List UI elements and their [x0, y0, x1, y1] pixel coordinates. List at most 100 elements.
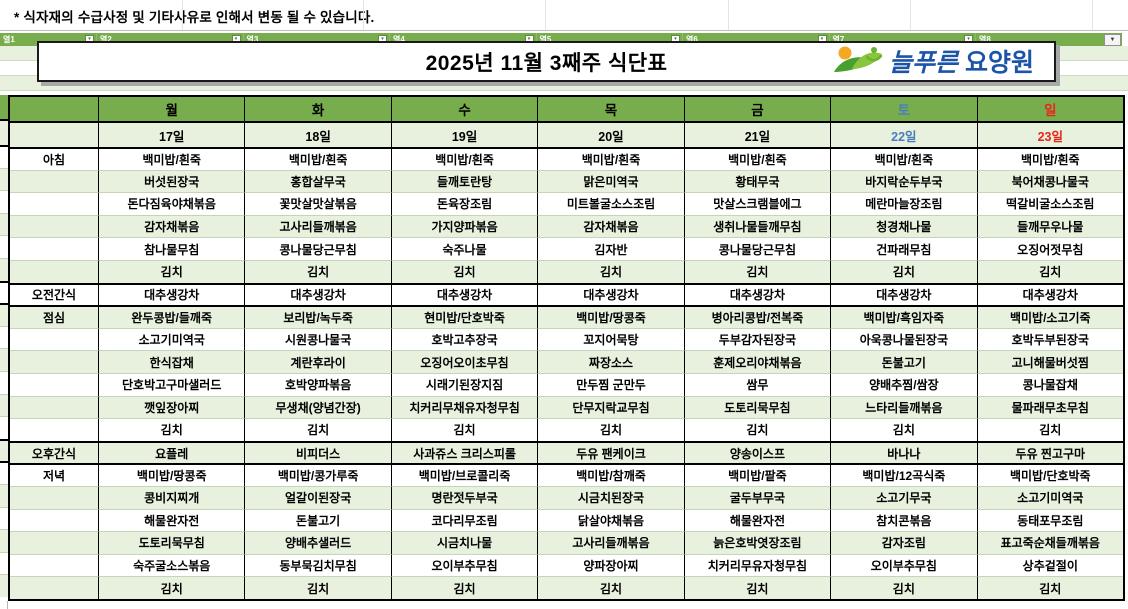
meal-cell[interactable]: 김치	[98, 576, 245, 599]
meal-cell[interactable]: 백미밥/흰죽	[390, 147, 538, 170]
spreadsheet-cell[interactable]	[10, 237, 98, 260]
spreadsheet-cell[interactable]	[10, 576, 98, 599]
meal-cell[interactable]: 꽃맛살맛살볶음	[244, 192, 391, 215]
meal-cell[interactable]: 호박두부된장국	[976, 327, 1123, 351]
meal-cell[interactable]: 김치	[976, 259, 1123, 283]
meal-cell[interactable]: 해물완자전	[98, 508, 245, 532]
spreadsheet-cell[interactable]	[10, 259, 98, 283]
meal-cell[interactable]: 대추생강차	[98, 282, 245, 306]
meal-cell[interactable]: 양송이스프	[683, 440, 831, 464]
spreadsheet-cell[interactable]	[10, 169, 98, 193]
meal-cell[interactable]: 숙주굴소스볶음	[98, 553, 245, 577]
spreadsheet-cell[interactable]	[10, 214, 98, 238]
meal-cell[interactable]: 백미밥/흰죽	[683, 147, 831, 170]
meal-cell[interactable]: 양파장아찌	[537, 553, 684, 577]
meal-cell[interactable]: 고사리들깨볶음	[244, 214, 391, 238]
meal-cell[interactable]: 김치	[683, 259, 831, 283]
meal-cell[interactable]: 시금치나물	[390, 531, 538, 554]
meal-cell[interactable]: 코다리무조림	[390, 508, 538, 532]
meal-cell[interactable]: 떡갈비굴소스조림	[976, 192, 1123, 215]
meal-cell[interactable]: 김치	[98, 418, 245, 441]
meal-cell[interactable]: 요플레	[98, 440, 245, 464]
meal-cell[interactable]: 돈불고기	[830, 350, 977, 373]
spreadsheet-cell[interactable]	[10, 553, 98, 577]
spreadsheet-cell[interactable]	[10, 508, 98, 532]
day-header-cell[interactable]: 수	[390, 97, 538, 121]
spreadsheet-cell[interactable]	[10, 350, 98, 373]
meal-cell[interactable]: 얼갈이된장국	[244, 485, 391, 509]
meal-cell[interactable]: 완두콩밥/들깨죽	[98, 305, 245, 328]
meal-cell[interactable]: 백미밥/땅콩죽	[98, 463, 245, 486]
meal-cell[interactable]: 단호박고구마샐러드	[98, 372, 245, 396]
meal-cell[interactable]: 백미밥/흰죽	[830, 147, 977, 170]
meal-section-label[interactable]: 오전간식	[10, 282, 98, 306]
meal-cell[interactable]: 참치콘볶음	[830, 508, 977, 532]
meal-cell[interactable]: 깻잎장아찌	[98, 395, 245, 419]
meal-cell[interactable]: 현미밥/단호박죽	[390, 305, 538, 328]
date-cell[interactable]: 17일	[98, 121, 245, 147]
spreadsheet-cell[interactable]	[10, 395, 98, 419]
meal-cell[interactable]: 김치	[390, 576, 538, 599]
spreadsheet-cell[interactable]	[10, 97, 98, 121]
meal-cell[interactable]: 동부묵김치무침	[244, 553, 391, 577]
meal-cell[interactable]: 단무지락교무침	[537, 395, 684, 419]
meal-cell[interactable]: 대추생강차	[830, 282, 977, 306]
meal-cell[interactable]: 훈제오리야채볶음	[683, 350, 831, 373]
meal-cell[interactable]: 들깨토란탕	[390, 169, 538, 193]
meal-cell[interactable]: 시원콩나물국	[244, 327, 391, 351]
meal-cell[interactable]: 메란마늘장조림	[830, 192, 977, 215]
meal-cell[interactable]: 꼬지어묵탕	[537, 327, 684, 351]
date-cell[interactable]: 20일	[537, 121, 684, 147]
meal-cell[interactable]: 동태포무조림	[976, 508, 1123, 532]
meal-cell[interactable]: 도토리묵무침	[98, 531, 245, 554]
meal-cell[interactable]: 백미밥/팥죽	[683, 463, 831, 486]
meal-cell[interactable]: 양배추찜/쌈장	[830, 372, 977, 396]
meal-cell[interactable]: 홍합살무국	[244, 169, 391, 193]
meal-cell[interactable]: 백미밥/흑임자죽	[830, 305, 977, 328]
meal-cell[interactable]: 명란젓두부국	[390, 485, 538, 509]
day-header-cell[interactable]: 일	[976, 97, 1123, 121]
meal-cell[interactable]: 오징어오이초무침	[390, 350, 538, 373]
meal-cell[interactable]: 김치	[830, 418, 977, 441]
spreadsheet-cell[interactable]	[10, 485, 98, 509]
day-header-cell[interactable]: 토	[830, 97, 977, 121]
meal-cell[interactable]: 대추생강차	[683, 282, 831, 306]
meal-cell[interactable]: 도토리묵무침	[683, 395, 831, 419]
date-cell[interactable]: 18일	[244, 121, 391, 147]
meal-cell[interactable]: 버섯된장국	[98, 169, 245, 193]
meal-cell[interactable]: 소고기미역국	[976, 485, 1123, 509]
meal-cell[interactable]: 백미밥/흰죽	[98, 147, 245, 170]
meal-cell[interactable]: 호박고추장국	[390, 327, 538, 351]
meal-cell[interactable]: 김치	[976, 576, 1123, 599]
meal-cell[interactable]: 백미밥/소고기죽	[976, 305, 1123, 328]
meal-cell[interactable]: 아욱콩나물된장국	[830, 327, 977, 351]
meal-cell[interactable]: 두부감자된장국	[683, 327, 831, 351]
meal-cell[interactable]: 시금치된장국	[537, 485, 684, 509]
meal-cell[interactable]: 황태무국	[683, 169, 831, 193]
meal-cell[interactable]: 돈불고기	[244, 508, 391, 532]
meal-cell[interactable]: 돈다짐육야채볶음	[98, 192, 245, 215]
meal-cell[interactable]: 무생채(양념간장)	[244, 395, 391, 419]
day-header-cell[interactable]: 금	[683, 97, 831, 121]
meal-cell[interactable]: 물파래무초무침	[976, 395, 1123, 419]
meal-cell[interactable]: 김치	[537, 418, 684, 441]
meal-cell[interactable]: 한식잡채	[98, 350, 245, 373]
meal-cell[interactable]: 가지양파볶음	[390, 214, 538, 238]
meal-cell[interactable]: 김치	[390, 259, 538, 283]
meal-cell[interactable]: 시래기된장지짐	[390, 372, 538, 396]
meal-cell[interactable]: 바지락순두부국	[830, 169, 977, 193]
meal-cell[interactable]: 오이부추무침	[830, 553, 977, 577]
meal-cell[interactable]: 치커리무채유자청무침	[390, 395, 538, 419]
date-cell[interactable]: 22일	[830, 121, 977, 147]
meal-cell[interactable]: 콩비지찌개	[98, 485, 245, 509]
meal-cell[interactable]: 비피더스	[244, 440, 391, 464]
meal-cell[interactable]: 병아리콩밥/전복죽	[683, 305, 831, 328]
day-header-cell[interactable]: 목	[537, 97, 684, 121]
spreadsheet-cell[interactable]	[10, 372, 98, 396]
meal-cell[interactable]: 숙주나물	[390, 237, 538, 260]
meal-cell[interactable]: 오이부추무침	[390, 553, 538, 577]
date-cell[interactable]: 23일	[976, 121, 1123, 147]
spreadsheet-cell[interactable]	[10, 327, 98, 351]
date-cell[interactable]: 21일	[683, 121, 831, 147]
meal-cell[interactable]: 오징어젓무침	[976, 237, 1123, 260]
